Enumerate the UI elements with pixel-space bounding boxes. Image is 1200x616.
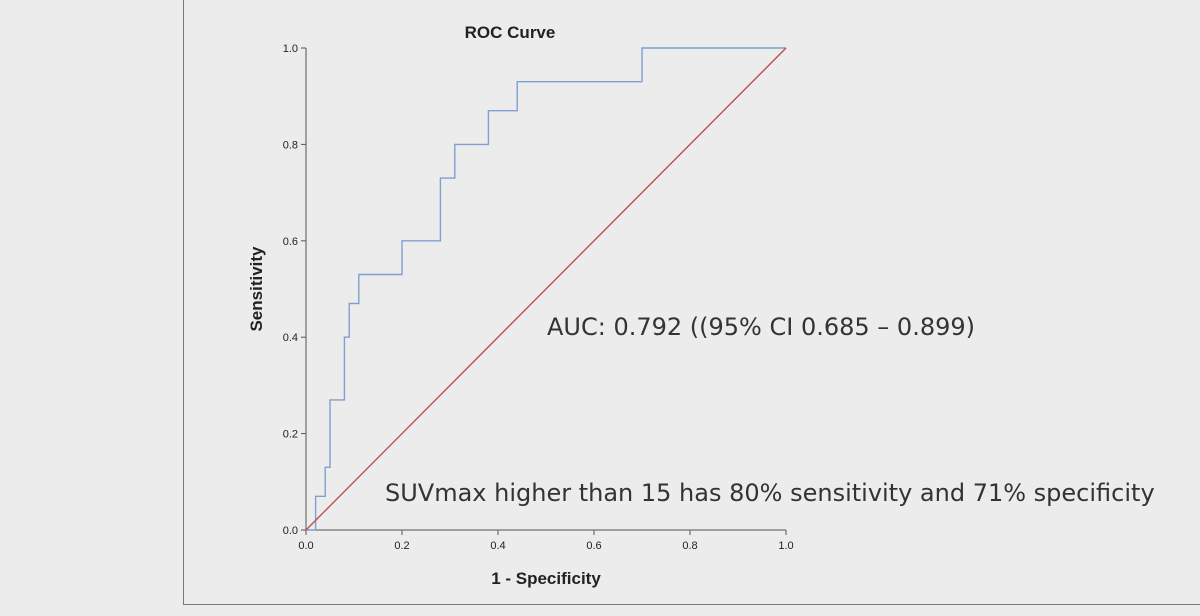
auc-annotation: AUC: 0.792 ((95% CI 0.685 – 0.899) — [547, 313, 975, 341]
y-tick-label: 0.8 — [283, 139, 298, 151]
y-tick-label: 0.2 — [283, 429, 298, 441]
y-axis-label: Sensitivity — [247, 246, 266, 332]
y-tick-label: 0.4 — [283, 332, 298, 344]
y-tick-label: 0.0 — [283, 525, 298, 537]
x-tick-label: 1.0 — [778, 540, 793, 552]
x-tick-label: 0.2 — [394, 540, 409, 552]
suvmax-annotation: SUVmax higher than 15 has 80% sensitivit… — [385, 479, 1155, 507]
reference-diagonal-line — [305, 47, 787, 531]
x-tick-label: 0.6 — [586, 540, 601, 552]
series-group — [305, 47, 787, 531]
x-axis-label: 1 - Specificity — [491, 569, 601, 588]
y-tick-label: 1.0 — [283, 43, 298, 55]
roc-curve-line — [306, 47, 786, 531]
tick-group: 0.0 0.2 0.4 0.6 0.8 1.0 0.0 0.2 0.4 0.6 0.8 1.0 — [283, 43, 794, 552]
chart-title: ROC Curve — [465, 23, 556, 42]
axes — [305, 48, 786, 531]
x-tick-label: 0.8 — [682, 540, 697, 552]
x-tick-label: 0.0 — [298, 540, 313, 552]
y-tick-label: 0.6 — [283, 236, 298, 248]
x-tick-label: 0.4 — [490, 540, 505, 552]
